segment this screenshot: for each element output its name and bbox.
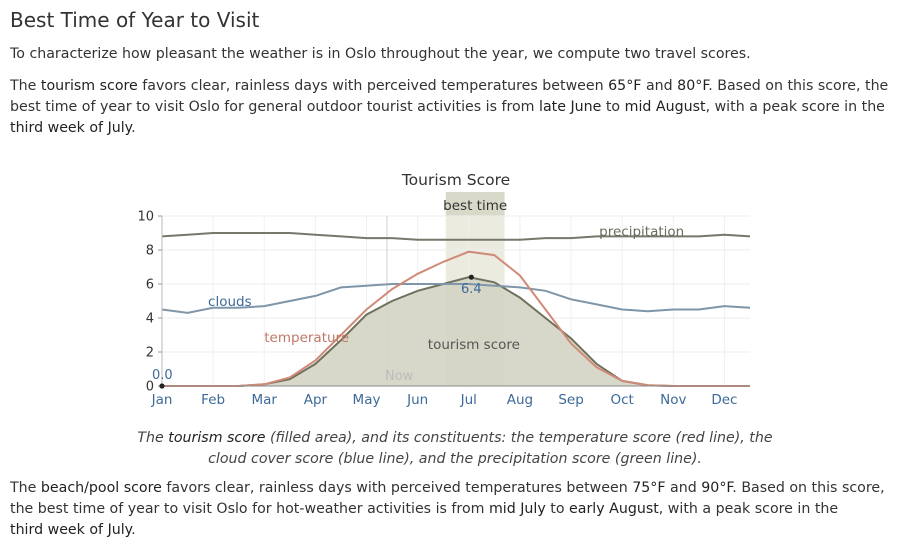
temperature-line: [162, 250, 750, 387]
y-tick-label: 0: [146, 380, 154, 395]
x-tick-label: Jan: [151, 392, 173, 408]
chart-title: Tourism Score: [401, 171, 510, 189]
tourism-score-chart: Tourism Score best time 0 2 4 6 8 10 Jan Feb Mar Ap…: [120, 162, 780, 412]
text: .: [131, 120, 136, 136]
text: . Based on this score, the best time of …: [10, 480, 885, 517]
y-tick-label: 2: [146, 346, 154, 361]
x-tick-label: Jun: [406, 392, 428, 408]
y-tick-label: 8: [146, 244, 154, 259]
y-tick-label: 4: [146, 312, 154, 327]
y-tick-label: 10: [137, 210, 154, 225]
precipitation-label: precipitation: [599, 224, 684, 240]
emphasis: 75°F: [632, 480, 666, 496]
precipitation-line: [161, 232, 751, 241]
text: The: [10, 480, 41, 496]
text: and: [665, 480, 702, 496]
y-tick-label: 6: [146, 278, 154, 293]
text: The: [137, 430, 169, 447]
text: to: [601, 99, 625, 115]
emphasis: third week of July: [10, 120, 132, 136]
x-tick-label: Jul: [460, 392, 477, 408]
x-tick-label: Mar: [252, 392, 278, 408]
x-tick-label: Oct: [611, 392, 634, 408]
text: to: [545, 501, 570, 517]
now-label: Now: [385, 369, 414, 384]
text: , with a peak score in the: [705, 99, 885, 115]
temperature-label: temperature: [264, 330, 349, 346]
text: , with a peak score in the: [658, 501, 839, 517]
emphasis: tourism score: [40, 78, 138, 94]
beach-paragraph: The beach/pool score favors clear, rainl…: [10, 478, 900, 541]
best-time-label-box: [445, 192, 505, 216]
x-tick-label: Feb: [201, 392, 225, 408]
x-tick-label: Dec: [711, 392, 737, 408]
best-time-label: best time: [443, 198, 507, 214]
intro-paragraph: To characterize how pleasant the weather…: [10, 46, 751, 62]
text: favors clear, rainless days with perceiv…: [137, 78, 609, 94]
tourism-score-label: tourism score: [428, 337, 520, 353]
emphasis: early August: [569, 501, 659, 517]
emphasis: beach/pool score: [40, 480, 162, 496]
text: and: [641, 78, 678, 94]
peak-marker: [468, 274, 474, 280]
emphasis: tourism score: [168, 430, 266, 447]
x-tick-label: Aug: [507, 392, 533, 408]
clouds-label: clouds: [208, 294, 252, 310]
emphasis: mid July: [488, 501, 546, 517]
text: (filled area), and its constituents: the…: [208, 430, 773, 468]
chart-svg: Tourism Score best time 0 2 4 6 8 10 Jan Feb Mar Ap…: [137, 171, 751, 408]
emphasis: third week of July: [10, 522, 132, 538]
clouds-line: [161, 283, 751, 314]
x-tick-label: May: [353, 392, 381, 408]
text: .: [131, 522, 136, 538]
tourism-paragraph: The tourism score favors clear, rainless…: [10, 76, 900, 139]
text: The: [10, 78, 41, 94]
peak-value-label: 6.4: [461, 282, 482, 297]
x-tick-label: Apr: [304, 392, 328, 408]
emphasis: mid August: [624, 99, 706, 115]
chart-caption: The tourism score (filled area), and its…: [120, 428, 790, 470]
x-tick-label: Nov: [660, 392, 686, 408]
min-value-label: 0.0: [152, 368, 173, 383]
min-marker: [159, 383, 165, 389]
text: . Based on this score, the best time of …: [10, 78, 889, 115]
tourism-score-area: [162, 277, 750, 386]
x-tick-label: Sep: [558, 392, 583, 408]
emphasis: 65°F: [608, 78, 642, 94]
emphasis: 90°F: [701, 480, 733, 496]
emphasis: 80°F: [677, 78, 709, 94]
emphasis: late June: [539, 99, 602, 115]
page-title: Best Time of Year to Visit: [10, 8, 260, 32]
text: favors clear, rainless days with perceiv…: [161, 480, 633, 496]
